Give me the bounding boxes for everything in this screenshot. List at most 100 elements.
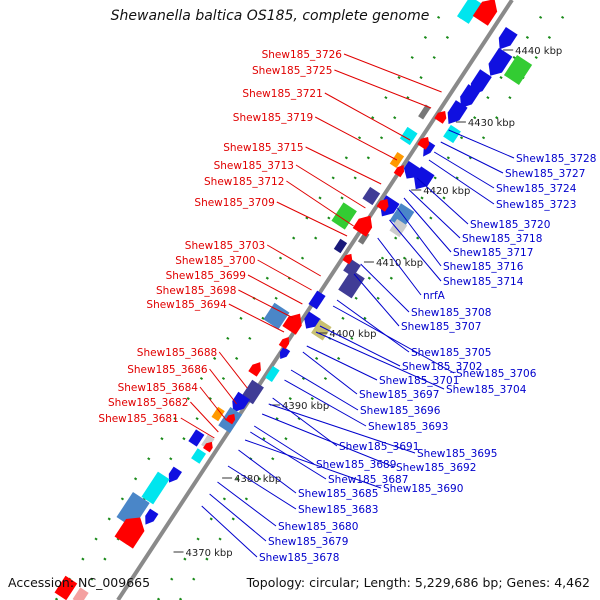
right-gene-label: Shew185_3706 <box>456 368 537 380</box>
gene-block <box>399 126 418 146</box>
right-gene-label: Shew185_3685 <box>298 488 378 500</box>
genome-title: Shewanella baltica OS185, complete genom… <box>110 8 430 24</box>
right-leader-line <box>433 151 495 189</box>
left-gene-label: Shew185_3699 <box>166 270 246 282</box>
right-gene-label: Shew185_3708 <box>411 307 491 319</box>
gene-block <box>188 429 205 447</box>
right-gene-label: Shew185_3702 <box>402 361 482 373</box>
gene-block <box>362 186 381 206</box>
left-gene-label: Shew185_3682 <box>108 397 188 409</box>
kbp-tick-label: 4400 kbp <box>329 329 376 340</box>
right-leader-line <box>448 129 515 159</box>
gene-left-8 <box>362 186 381 206</box>
left-leader-line <box>266 244 322 277</box>
left-leader-line <box>247 274 303 305</box>
gene-arrow <box>232 391 251 413</box>
gene-arrow <box>434 110 447 124</box>
left-gene-label: Shew185_3713 <box>214 160 294 172</box>
right-leader-line <box>217 481 277 527</box>
right-gene-label: Shew185_3692 <box>396 462 476 474</box>
right-leader-line <box>227 465 297 510</box>
gene-arrow <box>447 100 468 125</box>
right-leader-line <box>353 273 400 327</box>
gene-block <box>308 290 326 310</box>
gene-block <box>503 55 533 85</box>
right-gene-label: nrfA <box>423 290 446 302</box>
right-gene-label: Shew185_3724 <box>496 183 577 195</box>
gene-block <box>333 238 348 254</box>
kbp-tick-label: 4440 kbp <box>515 46 562 57</box>
gene-right-18 <box>311 319 332 341</box>
left-gene-label: Shew185_3725 <box>252 65 332 77</box>
left-leader-line <box>305 146 382 185</box>
left-leader-line <box>228 303 285 333</box>
left-gene-label: Shew185_3688 <box>137 347 217 359</box>
right-gene-label: Shew185_3691 <box>339 441 419 453</box>
left-leader-line <box>343 53 442 93</box>
right-leader-line <box>315 331 445 390</box>
gene-left-16 <box>278 336 290 350</box>
right-leader-line <box>201 505 258 558</box>
right-leader-line <box>389 219 442 282</box>
gene-arrow <box>498 26 518 50</box>
gene-right-2 <box>503 55 533 85</box>
gene-block <box>116 491 150 529</box>
gene-arrow <box>460 84 481 109</box>
gene-block <box>54 575 78 600</box>
right-leader-line <box>284 379 367 427</box>
left-leader-line <box>190 401 219 433</box>
gene-right-1 <box>488 47 513 76</box>
right-gene-label: Shew185_3707 <box>401 321 481 333</box>
left-gene-label: Shew185_3681 <box>98 413 178 425</box>
right-leader-line <box>336 299 410 353</box>
left-leader-line <box>295 164 366 209</box>
left-leader-line <box>199 386 227 421</box>
left-gene-label: Shew185_3719 <box>233 112 313 124</box>
gene-right-4 <box>460 84 481 109</box>
gene-arrow <box>282 313 302 335</box>
gene-left-18 <box>211 406 225 422</box>
gene-block <box>311 319 332 341</box>
right-leader-line <box>319 325 401 367</box>
right-leader-line <box>290 369 359 411</box>
genome-summary: Topology: circular; Length: 5,229,686 bp… <box>246 575 590 590</box>
gene-block <box>443 124 461 144</box>
left-leader-line <box>334 69 432 109</box>
left-leader-line <box>314 116 398 161</box>
gene-right-24 <box>201 434 215 450</box>
gene-block <box>191 448 207 464</box>
right-leader-line <box>428 159 495 205</box>
gene-right-3 <box>470 69 492 95</box>
left-gene-label: Shew185_3709 <box>194 197 274 209</box>
gene-arrow <box>470 69 492 95</box>
gene-arrow <box>145 508 159 525</box>
kbp-tick-label: 4420 kbp <box>423 186 470 197</box>
right-leader-line <box>302 351 358 395</box>
left-leader-line <box>238 289 294 319</box>
right-gene-label: Shew185_3690 <box>383 483 463 495</box>
right-gene-label: Shew185_3701 <box>379 375 459 387</box>
left-gene-label: Shew185_3694 <box>146 299 227 311</box>
right-leader-line <box>440 141 504 174</box>
gene-block <box>343 258 361 278</box>
gene-right-6 <box>443 124 461 144</box>
right-gene-label: Shew185_3678 <box>259 552 339 564</box>
right-leader-line <box>360 263 410 313</box>
gene-arrow <box>248 362 261 377</box>
gene-left-17 <box>248 362 261 377</box>
gene-arrow <box>472 0 498 26</box>
kbp-tick-label: 4390 kbp <box>282 401 329 412</box>
right-gene-label: Shew185_3680 <box>278 521 358 533</box>
right-gene-label: Shew185_3717 <box>453 247 533 259</box>
gene-right-26 <box>168 466 182 483</box>
gene-block <box>456 0 482 24</box>
kbp-tick-label: 4410 kbp <box>376 258 423 269</box>
right-leader-line <box>397 207 442 267</box>
gene-block <box>418 104 431 120</box>
gene-block <box>263 302 290 330</box>
right-leader-line <box>272 397 338 447</box>
right-gene-label: Shew185_3728 <box>516 153 596 165</box>
left-gene-label: Shew185_3715 <box>223 142 303 154</box>
gene-left-0 <box>456 0 482 24</box>
